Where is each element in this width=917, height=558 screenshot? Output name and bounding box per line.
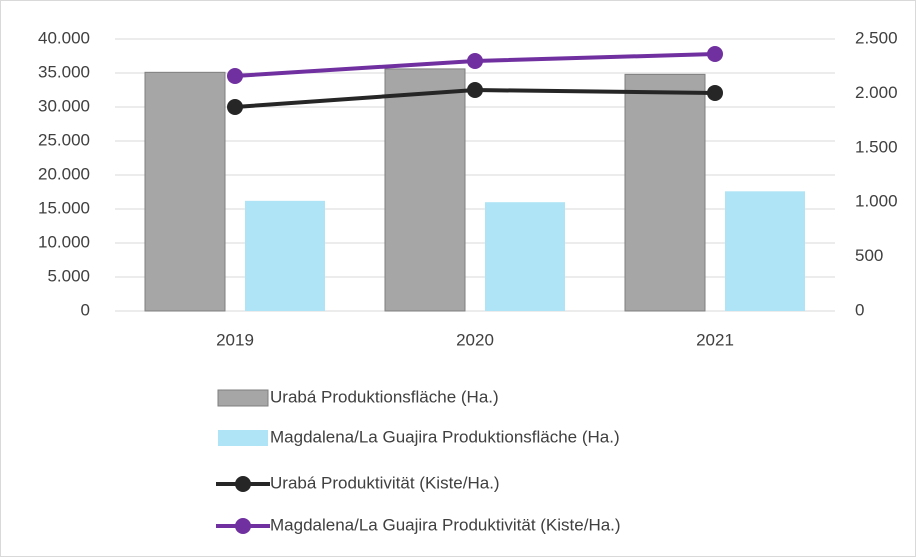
y2-tick-label: 0 bbox=[855, 300, 864, 319]
x-tick-label: 2021 bbox=[696, 330, 734, 349]
x-tick-label: 2020 bbox=[456, 330, 494, 349]
line-marker bbox=[227, 67, 243, 84]
y-tick-label: 35.000 bbox=[38, 62, 90, 81]
legend-label: Urabá Produktivität (Kiste/Ha.) bbox=[270, 473, 500, 492]
y-tick-label: 15.000 bbox=[38, 198, 90, 217]
line-marker bbox=[707, 46, 723, 63]
y2-tick-label: 2.500 bbox=[855, 28, 898, 47]
y2-tick-label: 500 bbox=[855, 246, 883, 265]
legend-swatch bbox=[218, 430, 268, 446]
legend-marker bbox=[235, 476, 251, 492]
line-marker bbox=[467, 82, 483, 99]
y-tick-label: 25.000 bbox=[38, 130, 90, 149]
y-tick-label: 5.000 bbox=[47, 266, 90, 285]
line-marker bbox=[227, 99, 243, 115]
y2-tick-label: 1.000 bbox=[855, 192, 898, 211]
legend-label: Magdalena/La Guajira Produktivität (Kist… bbox=[270, 515, 621, 534]
bar bbox=[485, 202, 565, 311]
legend-label: Magdalena/La Guajira Produktionsfläche (… bbox=[270, 427, 620, 446]
legend-marker bbox=[235, 518, 251, 534]
line-marker bbox=[707, 84, 723, 101]
bar bbox=[245, 200, 325, 311]
y2-tick-label: 2.000 bbox=[855, 83, 898, 102]
bar bbox=[144, 71, 226, 312]
y-tick-label: 40.000 bbox=[38, 28, 90, 47]
bar bbox=[624, 73, 706, 312]
y2-tick-label: 1.500 bbox=[855, 137, 898, 156]
y-tick-label: 10.000 bbox=[38, 232, 90, 251]
legend-swatch bbox=[217, 389, 269, 407]
legend-label: Urabá Produktionsfläche (Ha.) bbox=[270, 387, 499, 406]
y-tick-label: 30.000 bbox=[38, 96, 90, 115]
line-marker bbox=[467, 52, 483, 69]
bar bbox=[384, 68, 466, 312]
y-tick-label: 20.000 bbox=[38, 164, 90, 183]
y-tick-label: 0 bbox=[81, 300, 90, 319]
x-tick-label: 2019 bbox=[216, 330, 254, 349]
bar bbox=[725, 191, 805, 311]
